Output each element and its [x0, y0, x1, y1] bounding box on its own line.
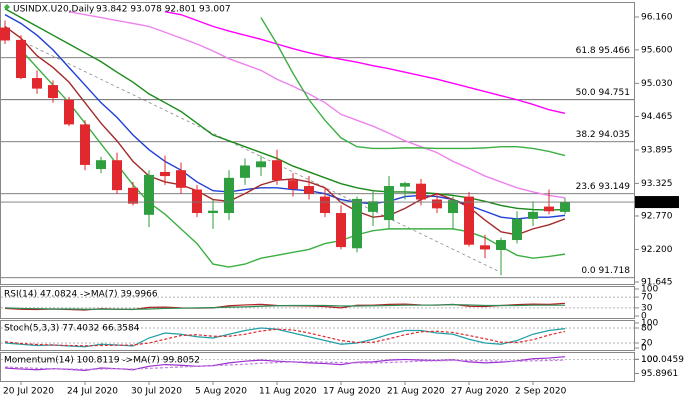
series-line: [4, 327, 566, 348]
candle-body: [320, 196, 330, 214]
candle-body: [528, 211, 538, 219]
series-line: [4, 356, 566, 372]
series-line: [20, 49, 566, 268]
series-line: [164, 11, 566, 114]
symbol-icon: [4, 4, 10, 10]
y-tick-label: 92.770: [641, 211, 673, 221]
stoch-title: Stoch(5,3,3) 77.4032 66.3584: [4, 324, 140, 334]
candle-body: [464, 196, 474, 245]
series-line: [260, 17, 566, 157]
candle-body: [208, 210, 218, 214]
stoch-panel-frame: [0, 320, 635, 351]
candle-body: [496, 240, 506, 251]
candle-body: [0, 27, 10, 41]
y-tick-label: 100: [641, 285, 658, 295]
y-tick-label: 0: [641, 344, 647, 354]
x-tick-label: 27 Aug 2020: [451, 387, 509, 397]
fib-label: 50.0 94.751: [576, 88, 630, 98]
candle-body: [304, 186, 314, 194]
momentum-panel-frame: [0, 352, 635, 382]
candle-body: [288, 180, 298, 189]
last-price-box: [635, 196, 679, 209]
candle-body: [160, 171, 170, 177]
y-tick-label: 20: [641, 339, 653, 349]
x-tick-label: 17 Aug 2020: [323, 387, 381, 397]
candle-body: [432, 199, 442, 209]
candle-body: [272, 160, 282, 181]
y-tick-label: 0: [641, 312, 647, 322]
candle-body: [336, 213, 346, 248]
rsi-title: RSI(14) 47.0824 ->MA(7) 39.9966: [4, 290, 158, 300]
candle-body: [48, 85, 58, 98]
candle-body: [544, 206, 554, 212]
y-tick-label: 91.645: [641, 278, 673, 288]
series-line: [4, 304, 566, 310]
candle-body: [560, 202, 570, 212]
candle-body: [144, 174, 154, 215]
series-line: [4, 359, 566, 370]
candle-body: [368, 201, 378, 212]
y-tick-label: 95.600: [641, 45, 673, 55]
candle-body: [96, 160, 106, 170]
fib-label: 38.2 94.035: [576, 130, 630, 140]
candle-body: [176, 170, 186, 188]
candle-body: [512, 218, 522, 241]
y-tick-label: 100: [641, 355, 658, 365]
candle-body: [384, 186, 394, 221]
y-tick-label: 30: [641, 303, 653, 313]
x-tick-label: 2 Sep 2020: [515, 387, 567, 397]
y-tick-label: 70: [641, 293, 653, 303]
candle-body: [240, 165, 250, 178]
rsi-panel-frame: [0, 286, 635, 319]
candle-body: [400, 183, 410, 187]
x-tick-label: 20 Jul 2020: [3, 387, 54, 397]
trend-line: [29, 44, 501, 273]
y-tick-label: 95.8961: [641, 369, 678, 379]
chart-title: USINDX.U20,Daily: [13, 5, 95, 15]
y-tick-label: 94.465: [641, 112, 673, 122]
plot-layer: 96.160 95.600 95.030 94.465 93.895 93.325 92.7…: [0, 8, 684, 397]
y-tick-label: 93.325: [641, 179, 673, 189]
main-panel-frame: [0, 2, 635, 285]
candle-body: [224, 177, 234, 214]
candle-body: [480, 245, 490, 250]
candle-body: [128, 187, 138, 204]
y-tick-label: 96.160: [641, 13, 673, 23]
candle-body: [112, 160, 122, 191]
candle-body: [416, 183, 426, 200]
y-tick-label: 100: [641, 319, 658, 329]
x-tick-label: 21 Aug 2020: [387, 387, 445, 397]
series-line: [4, 328, 566, 347]
momentum-title: Momentum(14) 100.8119 ->MA(7) 99.8052: [4, 356, 200, 366]
candle-body: [80, 124, 90, 165]
y-tick-label: 95.030: [641, 79, 673, 89]
y-tick-label: 100.0459: [641, 355, 684, 365]
last-price-label: 93.007: [640, 198, 672, 208]
candle-body: [352, 198, 362, 249]
fib-label: 23.6 93.149: [576, 182, 631, 192]
x-tick-label: 30 Jul 2020: [131, 387, 182, 397]
series-line: [68, 11, 566, 199]
x-tick-label: 5 Aug 2020: [195, 387, 247, 397]
candle-body: [192, 189, 202, 214]
candle-body: [64, 99, 74, 125]
candle-body: [448, 200, 458, 214]
fib-label: 0.0 91.718: [581, 266, 630, 276]
ohlc-header: 93.842 93.078 92.801 93.007: [96, 5, 231, 15]
candle-body: [32, 78, 42, 89]
candle-body: [256, 161, 266, 168]
x-tick-label: 11 Aug 2020: [259, 387, 317, 397]
fib-label: 61.8 95.466: [576, 46, 631, 56]
y-tick-label: 80: [641, 324, 653, 334]
y-tick-label: 93.895: [641, 145, 673, 155]
candle-body: [16, 39, 26, 79]
x-tick-label: 24 Jul 2020: [67, 387, 118, 397]
y-tick-label: 92.200: [641, 245, 673, 255]
